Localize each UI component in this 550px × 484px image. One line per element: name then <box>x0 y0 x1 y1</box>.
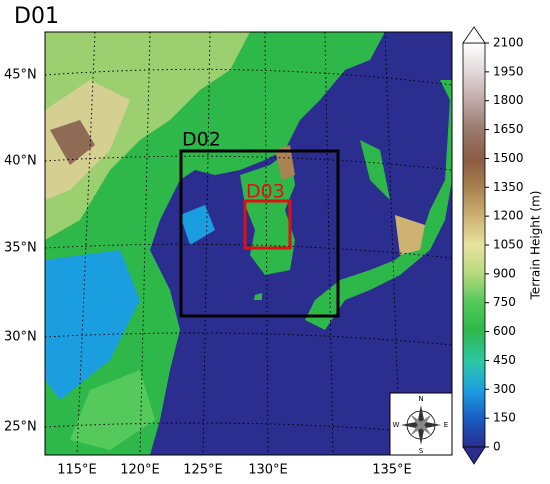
lon-label: 125°E <box>183 463 223 478</box>
lat-label: 30°N <box>4 330 37 345</box>
domain-box <box>179 149 340 318</box>
colorbar <box>462 26 486 465</box>
colorbar-tick-label: 1200 <box>493 209 524 223</box>
colorbar-tick-label: 2100 <box>493 36 524 50</box>
domain-box <box>243 199 292 250</box>
colorbar-label: Terrain Height (m) <box>529 191 543 301</box>
colorbar-tick-label: 900 <box>493 266 516 280</box>
compass-label: N <box>418 395 423 403</box>
compass-label: E <box>444 421 448 429</box>
colorbar-tick-label: 1650 <box>493 122 524 136</box>
compass-label: W <box>393 421 400 429</box>
title: D01 <box>14 4 59 29</box>
lon-label: 130°E <box>248 463 288 478</box>
lat-label: 40°N <box>4 154 37 169</box>
colorbar-tick-label: 750 <box>493 295 516 309</box>
colorbar-tick-label: 1950 <box>493 64 524 78</box>
lat-label: 25°N <box>4 420 37 435</box>
lon-label: 135°E <box>372 463 412 478</box>
colorbar-tick-label: 1800 <box>493 93 524 107</box>
colorbar-tick-label: 300 <box>493 382 516 396</box>
domain-label: D02 <box>182 129 221 151</box>
lon-label: 115°E <box>57 463 97 478</box>
colorbar-tick-label: 1350 <box>493 180 524 194</box>
colorbar-tick-label: 600 <box>493 324 516 338</box>
colorbar-tick-label: 1500 <box>493 151 524 165</box>
colorbar-tick-label: 1050 <box>493 238 524 252</box>
compass: N E S W <box>389 392 453 456</box>
lat-label: 45°N <box>4 68 37 83</box>
domain-label: D03 <box>246 181 285 203</box>
terrain-map <box>45 32 452 455</box>
colorbar-tick-label: 150 <box>493 411 516 425</box>
map-frame <box>44 31 453 456</box>
colorbar-tick-label: 0 <box>493 440 501 454</box>
colorbar-tick-label: 450 <box>493 353 516 367</box>
lon-label: 120°E <box>120 463 160 478</box>
lat-label: 35°N <box>4 241 37 256</box>
compass-label: S <box>419 447 424 455</box>
